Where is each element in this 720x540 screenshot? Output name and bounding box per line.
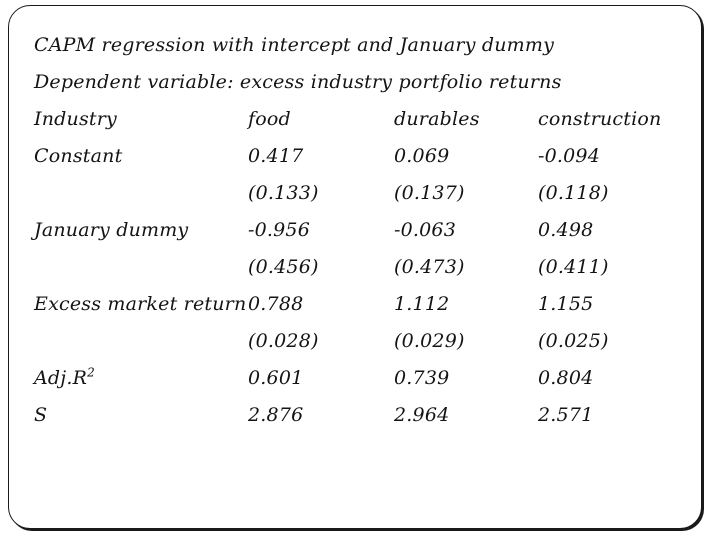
cell-value: 0.601	[248, 366, 304, 389]
table-row: (0.133) (0.137) (0.118)	[34, 174, 693, 211]
table-row: Excess market return 0.788 1.112 1.155	[34, 285, 693, 322]
row-label-text: Adj.R	[34, 366, 88, 389]
cell-stderr: (0.411)	[538, 255, 609, 278]
column-header-food: food	[248, 107, 291, 130]
slide-title: CAPM regression with intercept and Janua…	[34, 33, 555, 56]
cell-value: -0.094	[538, 144, 601, 167]
cell-value: -0.063	[394, 218, 457, 241]
cell-value: 0.788	[248, 292, 304, 315]
table-header-row: Industry food durables construction	[34, 100, 693, 137]
cell-stderr: (0.137)	[394, 181, 465, 204]
slide-frame: CAPM regression with intercept and Janua…	[8, 5, 702, 529]
cell-stderr: (0.133)	[248, 181, 319, 204]
table-row: Constant 0.417 0.069 -0.094	[34, 137, 693, 174]
cell-value: 2.876	[248, 403, 304, 426]
table-row: S 2.876 2.964 2.571	[34, 396, 693, 433]
slide-subtitle: Dependent variable: excess industry port…	[34, 70, 562, 93]
cell-stderr: (0.025)	[538, 329, 609, 352]
table-row: January dummy -0.956 -0.063 0.498	[34, 211, 693, 248]
row-label: S	[34, 403, 48, 426]
table-row: (0.456) (0.473) (0.411)	[34, 248, 693, 285]
table-row: (0.028) (0.029) (0.025)	[34, 322, 693, 359]
cell-value: 1.112	[394, 292, 450, 315]
cell-value: -0.956	[248, 218, 311, 241]
cell-value: 2.964	[394, 403, 450, 426]
cell-stderr: (0.028)	[248, 329, 319, 352]
column-header-construction: construction	[538, 107, 662, 130]
row-label: January dummy	[34, 218, 189, 241]
table-row: Adj.R2 0.601 0.739 0.804	[34, 359, 693, 396]
row-label: Constant	[34, 144, 123, 167]
superscript: 2	[87, 365, 95, 380]
cell-value: 1.155	[538, 292, 594, 315]
cell-value: 0.498	[538, 218, 594, 241]
cell-stderr: (0.473)	[394, 255, 465, 278]
cell-value: 0.804	[538, 366, 594, 389]
cell-stderr: (0.029)	[394, 329, 465, 352]
slide-content: CAPM regression with intercept and Janua…	[34, 26, 693, 433]
cell-value: 0.417	[248, 144, 304, 167]
column-header-durables: durables	[394, 107, 480, 130]
cell-stderr: (0.456)	[248, 255, 319, 278]
cell-stderr: (0.118)	[538, 181, 609, 204]
cell-value: 0.739	[394, 366, 450, 389]
row-label: Excess market return	[34, 292, 247, 315]
row-label-adj-r-squared: Adj.R2	[34, 365, 248, 389]
column-header-industry: Industry	[34, 107, 117, 130]
cell-value: 2.571	[538, 403, 594, 426]
cell-value: 0.069	[394, 144, 450, 167]
